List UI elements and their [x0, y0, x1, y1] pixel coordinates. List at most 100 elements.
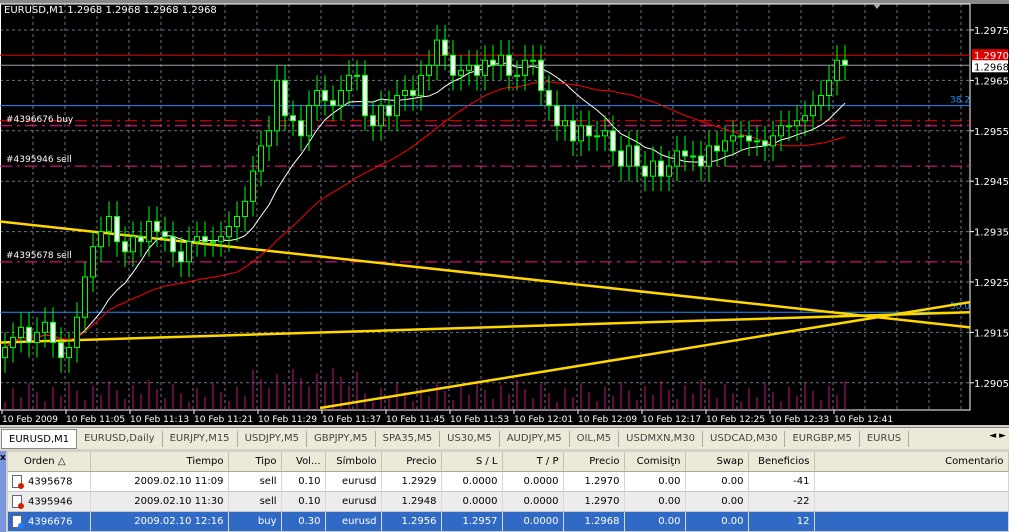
bull-candle [258, 145, 264, 172]
bear-candle [618, 150, 624, 167]
col-comision[interactable]: Comisiţn [624, 452, 686, 472]
col-tipo[interactable]: Tipo [228, 452, 282, 472]
tab-eurusd-daily[interactable]: EURUSD,Daily [77, 430, 163, 447]
chart-tabs: EURUSD,M1 EURUSD,Daily EURJPY,M15 USDJPY… [0, 427, 1009, 449]
tab-eurjpy-m15[interactable]: EURJPY,M15 [163, 430, 238, 447]
y-tick-label: 1.2975 [974, 26, 1009, 37]
tab-spa35-m5[interactable]: SPA35,M5 [376, 430, 441, 447]
col-beneficios[interactable]: Beneficios [748, 452, 815, 472]
cell-vol: 0.10 [281, 491, 326, 512]
bull-candle [578, 125, 584, 142]
x-tick-label: 10 Feb 2009 [2, 415, 58, 425]
bear-candle [450, 54, 456, 76]
order-row[interactable]: 4396676 2009.02.10 12:16 buy 0.30 eurusd 1.29… [8, 511, 1009, 532]
bull-candle [690, 155, 696, 158]
tab-eurgbp-m5[interactable]: EURGBP,M5 [785, 430, 860, 447]
tab-usdjpy-m5[interactable]: USDJPY,M5 [238, 430, 307, 447]
cell-sl: 1.2957 [441, 511, 503, 532]
bull-candle [402, 89, 408, 97]
bull-candle [650, 160, 656, 177]
col-swap[interactable]: Swap [685, 452, 749, 472]
cell-comment [814, 471, 1009, 492]
candlestick-chart[interactable]: 1.2975 1.2965 1.2955 1.2945 1.2935 1.2925 1.29… [0, 0, 1009, 425]
bull-candle [266, 130, 272, 147]
x-tick-label: 10 Feb 12:25 [706, 415, 765, 425]
cell-type: sell [228, 491, 282, 512]
order-row[interactable]: 4395946 2009.02.10 11:30 sell 0.10 eurusd 1.2… [8, 491, 1009, 512]
bear-candle [122, 241, 128, 253]
col-precio[interactable]: Precio [381, 452, 442, 472]
cell-price: 1.2956 [381, 511, 442, 532]
col-precio-actual[interactable]: Precio [563, 452, 625, 472]
col-volume[interactable]: Vol... [281, 452, 326, 472]
col-tp[interactable]: T / P [502, 452, 564, 472]
tab-gbpjpy-m5[interactable]: GBPJPY,M5 [307, 430, 376, 447]
cell-tp: 0.0000 [502, 491, 564, 512]
order-row[interactable]: 4395678 2009.02.10 11:09 sell 0.10 eurusd 1.2… [8, 471, 1009, 492]
bear-candle [714, 145, 720, 152]
ask-price-label: 1.2970 [974, 51, 1009, 62]
bull-candle [82, 276, 88, 318]
bear-candle [362, 74, 368, 117]
bear-candle [642, 165, 648, 177]
bull-candle [186, 241, 192, 263]
bull-candle [530, 59, 536, 62]
cell-comment [814, 491, 1009, 512]
bull-candle [562, 120, 568, 127]
tab-eurusd-m1[interactable]: EURUSD,M1 [1, 428, 78, 449]
top-border [0, 0, 1009, 4]
bear-candle [370, 115, 376, 127]
col-comentario[interactable]: Comentario [814, 452, 1009, 472]
tab-usdmxn-m30[interactable]: USDMXN,M30 [619, 430, 704, 447]
bull-candle [194, 236, 200, 243]
bid-price-label: 1.2968 [974, 62, 1009, 73]
y-tick-label: 1.2915 [974, 328, 1009, 339]
bull-candle [274, 79, 280, 132]
x-tick-label: 10 Feb 11:21 [194, 415, 253, 425]
col-simbolo[interactable]: Símbolo [325, 452, 382, 472]
cell-order: 4396676 [8, 511, 91, 532]
bull-candle [314, 89, 320, 107]
bull-candle [674, 150, 680, 167]
x-tick-label: 10 Feb 11:45 [386, 415, 445, 425]
bear-candle [26, 326, 32, 343]
y-tick-label: 1.2935 [974, 228, 1009, 239]
bear-candle [634, 145, 640, 167]
price-chart[interactable]: 1.2975 1.2965 1.2955 1.2945 1.2935 1.2925 1.29… [0, 0, 1009, 425]
bear-candle [170, 236, 176, 253]
bull-candle [738, 135, 744, 138]
col-orden[interactable]: Orden △ [8, 452, 91, 472]
cell-sl: 0.0000 [441, 471, 503, 492]
cell-cur: 1.2968 [563, 511, 625, 532]
tab-scroll-arrows[interactable]: ◄ ► [989, 431, 1006, 441]
bull-candle [242, 200, 248, 217]
col-sl[interactable]: S / L [441, 452, 503, 472]
tab-oil-m5[interactable]: OIL,M5 [570, 430, 620, 447]
bull-candle [146, 221, 152, 243]
terminal-sidebar [0, 451, 6, 532]
bull-candle [730, 135, 736, 142]
tab-eurus[interactable]: EURUS [860, 430, 910, 447]
bull-candle [306, 105, 312, 137]
bull-candle [810, 105, 816, 117]
tab-usdcad-m30[interactable]: USDCAD,M30 [703, 430, 786, 447]
cell-price: 1.2929 [381, 471, 442, 492]
cell-tp: 0.0000 [502, 511, 564, 532]
tab-audjpy-m5[interactable]: AUDJPY,M5 [500, 430, 570, 447]
cell-vol: 0.30 [281, 511, 326, 532]
bull-candle [818, 95, 824, 107]
cell-time: 2009.02.10 11:09 [90, 471, 229, 492]
cell-cur: 1.2970 [563, 491, 625, 512]
bear-candle [138, 236, 144, 243]
col-tiempo[interactable]: Tiempo [90, 452, 229, 472]
bear-candle [58, 341, 64, 359]
bear-candle [698, 155, 704, 167]
bear-candle [506, 54, 512, 76]
cell-order: 4395678 [8, 471, 91, 492]
bear-candle [762, 140, 768, 147]
terminal-close-button[interactable]: x [0, 453, 6, 463]
bear-candle [610, 130, 616, 152]
tab-us30-m5[interactable]: US30,M5 [440, 430, 500, 447]
bull-candle [10, 336, 16, 349]
ask-price-tag [972, 49, 1008, 62]
